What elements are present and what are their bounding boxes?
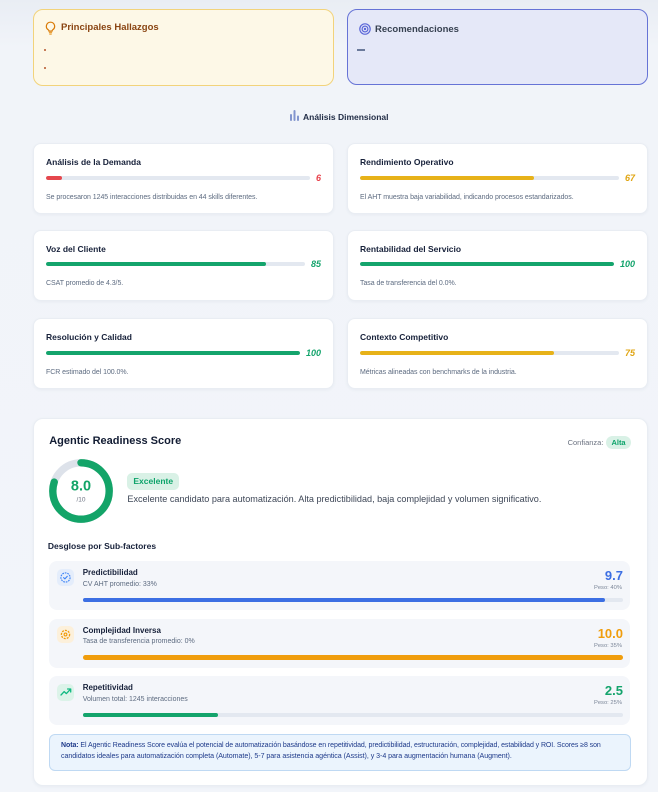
- svg-text:/10: /10: [76, 497, 85, 504]
- svg-text:8.0: 8.0: [71, 479, 91, 495]
